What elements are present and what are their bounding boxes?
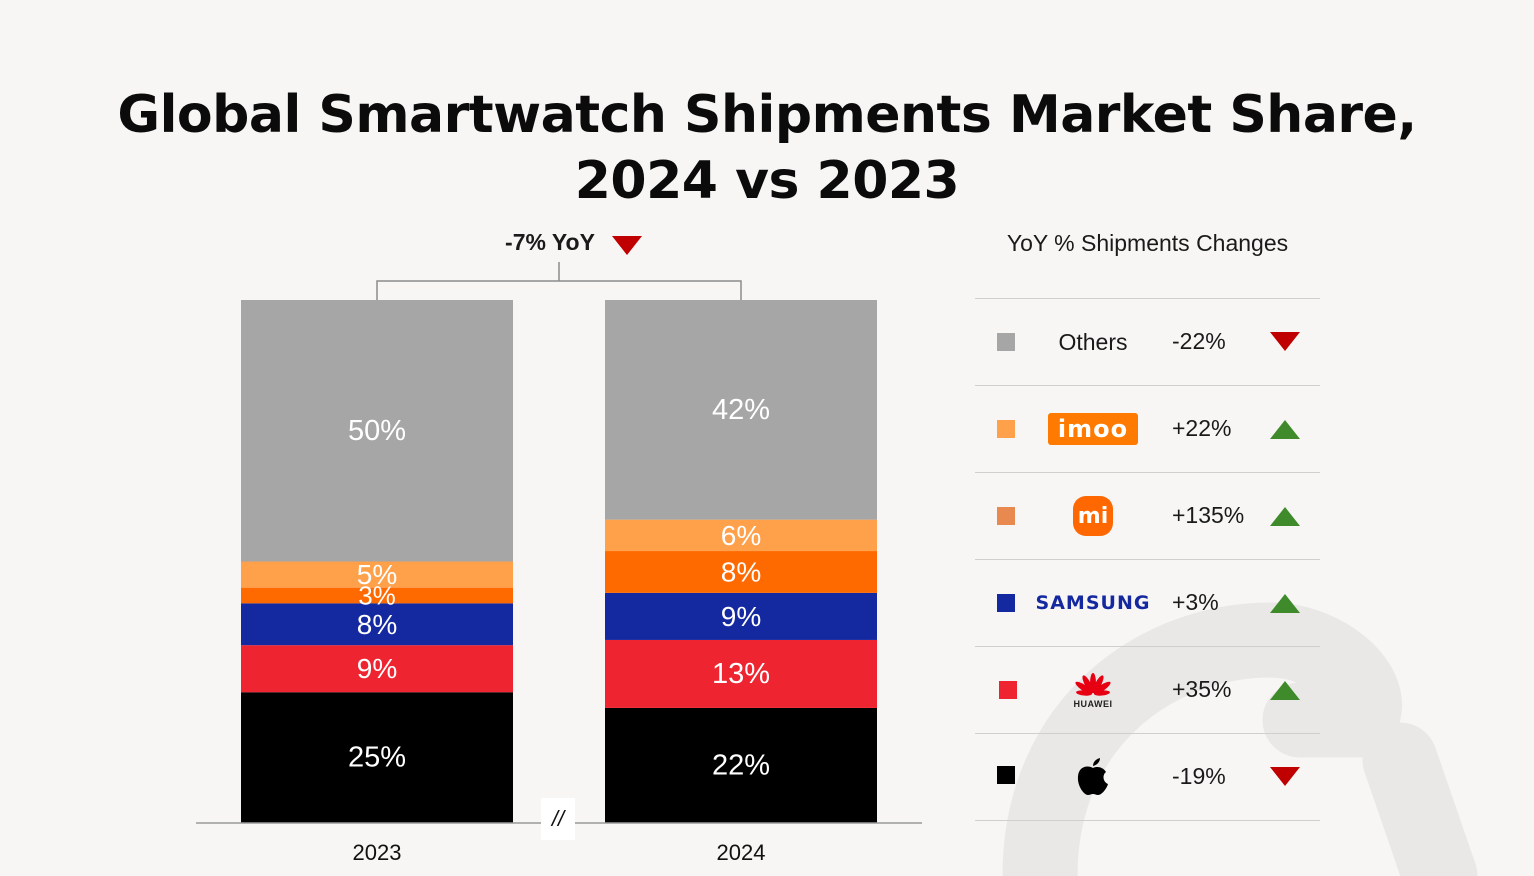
legend-row-huawei: HUAWEI +35% — [975, 647, 1320, 734]
huawei-logo: HUAWEI — [1043, 647, 1143, 733]
data-label-others-2024: 42% — [712, 394, 770, 426]
data-label-huawei-2023: 9% — [357, 653, 397, 684]
legend-change-samsung: +3% — [1172, 589, 1219, 615]
data-label-apple-2023: 25% — [348, 742, 406, 774]
bar-segment-xiaomi-2024 — [605, 551, 877, 593]
yoy-total-label: -7% YoY — [505, 229, 595, 255]
down-arrow-icon — [1270, 767, 1300, 786]
legend-change-others: -22% — [1172, 328, 1226, 354]
imoo-logo-mark: imoo — [1048, 413, 1138, 445]
legend-swatch-others — [997, 333, 1015, 351]
bar-segment-xiaomi-2023 — [241, 587, 513, 604]
up-arrow-icon — [1270, 594, 1300, 613]
xiaomi-logo-mark: mi — [1073, 496, 1113, 536]
up-arrow-icon — [1270, 420, 1300, 439]
samsung-logo-mark: SAMSUNG — [1035, 592, 1151, 614]
apple-logo-icon — [1077, 758, 1108, 795]
legend-change-huawei: +35% — [1172, 676, 1232, 702]
bar-segment-apple-2024 — [605, 707, 877, 823]
data-label-samsung-2024: 9% — [721, 601, 761, 632]
yoy-down-arrow-icon — [612, 236, 642, 255]
data-label-huawei-2024: 13% — [712, 658, 770, 690]
bar-labels-group: 25%9%8%3%5%50%22%13%9%8%6%42% — [348, 394, 770, 782]
data-label-imoo-2023: 5% — [357, 559, 397, 590]
data-label-xiaomi-2024: 8% — [721, 556, 761, 587]
legend-change-xiaomi: +135% — [1172, 502, 1245, 528]
legend-swatch-apple — [997, 766, 1015, 784]
legend-row-samsung: SAMSUNG +3% — [975, 560, 1320, 647]
huawei-flower-icon — [1075, 672, 1111, 696]
legend-row-apple: -19% — [975, 734, 1320, 821]
data-label-xiaomi-2023: 3% — [358, 580, 396, 610]
axis-break-mark: // — [541, 798, 575, 840]
chart-title-line1: Global Smartwatch Shipments Market Share… — [117, 85, 1417, 145]
bar-segment-huawei-2024 — [605, 639, 877, 708]
legend-swatch-huawei — [999, 681, 1017, 699]
data-label-imoo-2024: 6% — [721, 520, 761, 551]
legend-swatch-xiaomi — [997, 507, 1015, 525]
legend-title: YoY % Shipments Changes — [1006, 230, 1289, 256]
bar-segment-imoo-2023 — [241, 561, 513, 588]
chart-title-line2: 2024 vs 2023 — [574, 151, 960, 211]
legend-top-divider — [975, 298, 1320, 299]
brand-others: Others — [1043, 299, 1143, 385]
huawei-logo-word: HUAWEI — [1073, 698, 1113, 709]
brand-others-label: Others — [1058, 328, 1128, 355]
legend-change-apple: -19% — [1172, 763, 1226, 789]
yoy-bracket-line — [376, 280, 742, 300]
legend-swatch-samsung — [997, 594, 1015, 612]
legend-swatch-imoo — [997, 420, 1015, 438]
x-tick-label-2023: 2023 — [352, 840, 402, 865]
bar-segment-huawei-2023 — [241, 645, 513, 693]
chart-title: Global Smartwatch Shipments Market Share… — [0, 82, 1534, 214]
data-label-others-2023: 50% — [348, 415, 406, 447]
bar-segment-others-2024 — [605, 300, 877, 520]
legend-row-others: Others -22% — [975, 299, 1320, 386]
up-arrow-icon — [1270, 681, 1300, 700]
bar-segment-samsung-2023 — [241, 603, 513, 646]
bar-segment-apple-2023 — [241, 692, 513, 823]
down-arrow-icon — [1270, 332, 1300, 351]
bar-segment-imoo-2024 — [605, 519, 877, 552]
legend-change-imoo: +22% — [1172, 415, 1232, 441]
bars-group — [241, 300, 877, 823]
bar-segment-others-2023 — [241, 300, 513, 562]
apple-logo — [1043, 734, 1143, 820]
legend-row-imoo: imoo +22% — [975, 386, 1320, 473]
x-tick-label-2024: 2024 — [716, 840, 766, 865]
up-arrow-icon — [1270, 507, 1300, 526]
yoy-bracket — [376, 262, 742, 300]
bar-segment-samsung-2024 — [605, 592, 877, 640]
imoo-logo: imoo — [1043, 386, 1143, 472]
data-label-apple-2024: 22% — [712, 749, 770, 781]
data-label-samsung-2023: 8% — [357, 609, 397, 640]
samsung-logo: SAMSUNG — [1033, 560, 1153, 646]
xiaomi-logo: mi — [1043, 473, 1143, 559]
legend-row-xiaomi: mi +135% — [975, 473, 1320, 560]
